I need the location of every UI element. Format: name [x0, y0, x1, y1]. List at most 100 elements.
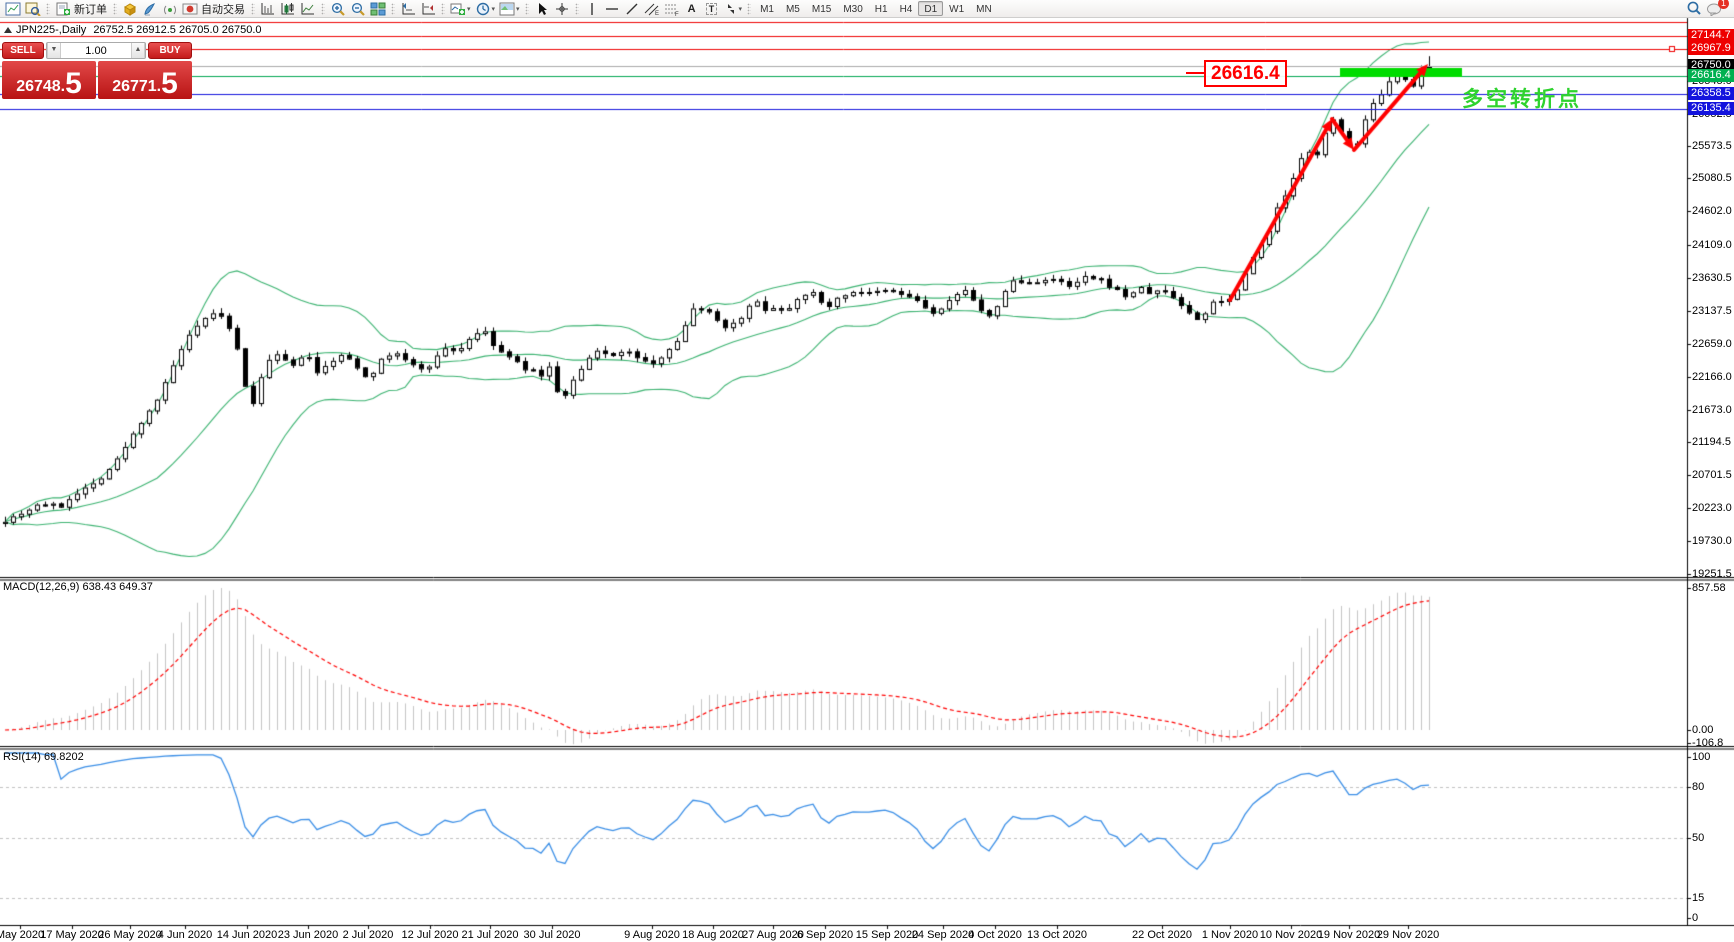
zoom-group	[328, 0, 388, 18]
timeframe-button-mn[interactable]: MN	[976, 4, 992, 15]
notifications-icon[interactable]: 1	[1704, 0, 1729, 17]
text-label-tool-icon[interactable]: T	[702, 1, 722, 17]
order-group: 新订单	[53, 0, 110, 18]
trendline-tool-icon[interactable]	[622, 1, 642, 17]
buy-button[interactable]: BUY	[148, 42, 192, 59]
new-order-button[interactable]: 新订单	[74, 3, 107, 16]
window-group	[3, 0, 43, 18]
price-line-badge: 27144.7	[1688, 29, 1734, 42]
notification-count-badge: 1	[1718, 0, 1729, 9]
price-tick-label: 25080.5	[1692, 172, 1732, 184]
add-indicator-icon[interactable]: ▾	[448, 1, 473, 17]
buy-price-display[interactable]: 26771. 5	[98, 61, 192, 99]
zoom-in-icon[interactable]	[328, 1, 348, 17]
timeframe-button-m5[interactable]: M5	[785, 4, 800, 15]
new-chart-button[interactable]	[3, 1, 23, 17]
volume-input[interactable]	[61, 43, 131, 58]
timeframe-button-m15[interactable]: M15	[811, 4, 832, 15]
caret-down-icon: ▾	[738, 5, 743, 13]
date-label: 14 Jun 2020	[216, 929, 278, 941]
date-label: 4 Jun 2020	[157, 929, 213, 941]
rsi-scale-label: 50	[1692, 832, 1705, 844]
collapse-triangle-icon[interactable]	[4, 27, 12, 33]
cursor-icon[interactable]	[532, 1, 552, 17]
autotrade-icon[interactable]	[180, 1, 200, 17]
auto-arrange-icon[interactable]	[398, 1, 418, 17]
volume-decrease-button[interactable]: ▼	[47, 43, 61, 58]
crosshair-icon[interactable]	[552, 1, 572, 17]
vertical-line-tool-icon[interactable]	[582, 1, 602, 17]
channel-tool-icon[interactable]: E	[642, 1, 662, 17]
date-label: 24 Sep 2020	[911, 929, 975, 941]
text-tool-icon[interactable]: A	[687, 2, 696, 15]
horizontal-line-tool-icon[interactable]	[602, 1, 622, 17]
zoom-out-icon[interactable]	[348, 1, 368, 17]
templates-icon[interactable]: ▾	[497, 1, 522, 17]
toolbar-handle	[321, 2, 325, 15]
timeframe-button-m1[interactable]: M1	[760, 4, 774, 15]
main-toolbar: 新订单 自动交易	[0, 0, 1734, 18]
svg-text:F: F	[675, 12, 679, 16]
date-label: 12 Jul 2020	[401, 929, 459, 941]
timeframe-button-h1[interactable]: H1	[874, 4, 888, 15]
rsi-scale-label: 15	[1692, 892, 1705, 904]
macd-scale-label: 0.00	[1692, 724, 1714, 736]
trade-prices-row: 26748. 5 26771. 5	[2, 61, 192, 99]
candle-chart-mode-icon[interactable]	[278, 1, 298, 17]
fibonacci-tool-icon[interactable]: F	[662, 1, 682, 17]
arrows-tool-icon[interactable]: ▾	[722, 1, 745, 17]
symbol-header: JPN225-,Daily 26752.5 26912.5 26705.0 26…	[4, 24, 262, 36]
line-chart-mode-icon[interactable]	[298, 1, 318, 17]
callout-dash	[1186, 72, 1204, 74]
date-label: 1 Nov 2020	[1201, 929, 1259, 941]
caret-down-icon: ▾	[467, 5, 471, 13]
signals-icon[interactable]	[160, 1, 180, 17]
bar-chart-mode-icon[interactable]	[258, 1, 278, 17]
macd-scale-label: -106.8	[1692, 737, 1724, 749]
timeframe-button-h4[interactable]: H4	[899, 4, 913, 15]
caret-down-icon: ▾	[516, 5, 520, 13]
autotrade-button[interactable]: 自动交易	[201, 3, 245, 16]
date-label: 2 Jul 2020	[342, 929, 394, 941]
buy-price-big-digit: 5	[161, 67, 178, 100]
timeframe-button-d1[interactable]: D1	[918, 1, 944, 16]
turning-point-label[interactable]: 多空转折点	[1462, 88, 1582, 111]
date-label: 15 Sep 2020	[855, 929, 919, 941]
date-label: 19 Nov 2020	[1317, 929, 1381, 941]
price-tick-label: 25573.5	[1692, 140, 1732, 152]
community-icon[interactable]	[140, 1, 160, 17]
date-label: 26 May 2020	[98, 929, 162, 941]
volume-increase-button[interactable]: ▲	[131, 43, 145, 58]
price-tick-label: 19730.0	[1692, 535, 1732, 547]
market-icon[interactable]	[120, 1, 140, 17]
price-callout-label[interactable]: 26616.4	[1204, 60, 1287, 87]
sell-price-display[interactable]: 26748. 5	[2, 61, 96, 99]
volume-control: ▼ ▲	[46, 42, 146, 59]
sell-price-big-digit: 5	[65, 67, 82, 100]
track-chart-icon[interactable]	[418, 1, 438, 17]
svg-text:E: E	[655, 11, 659, 16]
search-icon[interactable]	[1684, 1, 1704, 17]
toolbar-handle	[46, 2, 50, 15]
periods-clock-icon[interactable]: ▾	[473, 1, 498, 17]
sell-button[interactable]: SELL	[2, 42, 44, 59]
toolbar-handle	[524, 2, 529, 15]
price-tick-label: 23630.5	[1692, 272, 1732, 284]
price-line-badge: 26135.4	[1688, 102, 1734, 115]
new-order-icon[interactable]	[53, 1, 73, 17]
buy-price-int: 26771.	[112, 78, 162, 96]
rsi-indicator-label: RSI(14) 69.8202	[3, 751, 84, 763]
rsi-scale-label: 100	[1692, 751, 1711, 763]
toolbar-handle	[113, 2, 117, 15]
price-tick-label: 20701.5	[1692, 469, 1732, 481]
date-label: 4 Oct 2020	[968, 929, 1022, 941]
date-label: May 2020	[0, 929, 45, 941]
tile-windows-icon[interactable]	[368, 1, 388, 17]
timeframe-button-w1[interactable]: W1	[949, 4, 965, 15]
price-tick-label: 21194.5	[1692, 436, 1731, 448]
price-tick-label: 22166.0	[1692, 371, 1732, 383]
timeframe-button-m30[interactable]: M30	[843, 4, 863, 15]
profiles-button[interactable]	[23, 1, 43, 17]
